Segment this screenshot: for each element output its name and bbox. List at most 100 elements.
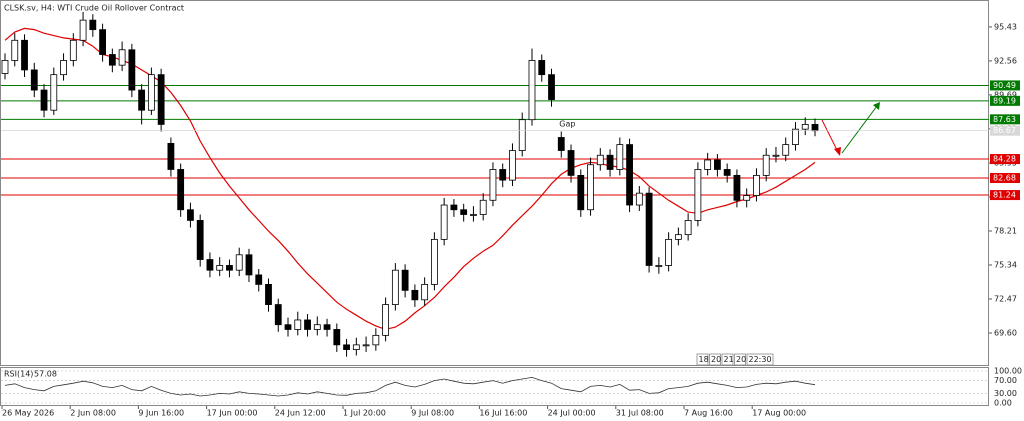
candle-body xyxy=(1,60,9,74)
candle-body xyxy=(645,192,653,266)
candle-body xyxy=(255,274,263,285)
y-tick-label: 75.34 xyxy=(994,260,1017,269)
candle-body xyxy=(450,204,458,211)
candle-body xyxy=(811,124,819,132)
candle-body xyxy=(333,329,341,346)
candle-body xyxy=(684,220,692,236)
candle-body xyxy=(313,324,321,330)
level-label: 82.68 xyxy=(993,173,1016,182)
level-box xyxy=(990,172,1020,183)
level-label: 89.19 xyxy=(993,96,1016,105)
candle-body xyxy=(323,324,331,330)
candle-body xyxy=(265,284,272,305)
time-marker: 21 xyxy=(724,355,734,364)
x-tick-label: 17 Aug 00:00 xyxy=(752,409,806,418)
time-marker: 18: xyxy=(699,355,712,364)
candle-body xyxy=(411,289,419,301)
x-tick-label: 31 Jul 08:00 xyxy=(616,409,664,418)
candle-body xyxy=(196,220,204,260)
candle-body xyxy=(108,54,116,66)
candle-body xyxy=(762,154,770,176)
candle-body xyxy=(60,60,67,76)
candle-body xyxy=(99,29,106,55)
candle-body xyxy=(362,344,370,347)
level-box xyxy=(990,95,1020,106)
candle-body xyxy=(596,154,604,166)
candle-body xyxy=(430,238,438,285)
candle-body xyxy=(235,254,243,271)
time-marker-box xyxy=(696,353,709,366)
y-tick-label: 78.21 xyxy=(994,226,1017,235)
x-tick-label: 24 Jul 00:00 xyxy=(548,409,596,418)
candle-body xyxy=(69,39,77,61)
candle-body xyxy=(421,284,429,301)
down-arrow xyxy=(821,119,839,153)
candle-body xyxy=(782,144,790,156)
candle-body xyxy=(30,69,38,91)
candle-body xyxy=(538,60,546,76)
candle-body xyxy=(216,265,224,271)
candle-body xyxy=(743,195,751,201)
candle-body xyxy=(294,319,302,330)
candle-body xyxy=(352,344,360,350)
candle-body xyxy=(567,150,575,176)
x-tick-label: 7 Aug 16:00 xyxy=(684,409,733,418)
candle-body xyxy=(548,74,555,100)
candle-body xyxy=(343,344,350,350)
candle-body xyxy=(391,269,399,305)
level-box xyxy=(990,114,1020,125)
candle-body xyxy=(40,89,48,111)
candle-body xyxy=(499,169,507,181)
time-marker-box xyxy=(721,353,734,366)
level-label: 84.28 xyxy=(993,155,1016,164)
candle-body xyxy=(616,144,624,170)
candle-body xyxy=(147,74,155,111)
candle-body xyxy=(753,174,760,196)
rsi-value: 57.08 xyxy=(34,370,57,379)
candle-body xyxy=(118,49,126,66)
level-box xyxy=(990,190,1020,201)
x-tick-label: 24 Jun 12:00 xyxy=(275,409,326,418)
level-box xyxy=(990,80,1020,91)
candle-body xyxy=(50,74,58,111)
candle-body xyxy=(606,154,614,170)
candle-body xyxy=(655,265,663,267)
y-tick-label: 92.56 xyxy=(994,56,1017,65)
candle-body xyxy=(304,319,311,330)
down-arrowhead xyxy=(834,147,841,156)
candle-body xyxy=(167,142,175,170)
candle-body xyxy=(284,324,292,330)
candle-body xyxy=(723,169,731,176)
candle-body xyxy=(714,159,721,170)
level-label: 90.49 xyxy=(993,81,1016,90)
y-tick-label: 72.47 xyxy=(994,294,1017,303)
candle-body xyxy=(518,119,526,151)
candle-body xyxy=(274,304,282,326)
x-tick-label: 2 Jun 08:00 xyxy=(70,409,116,418)
level-label: 87.63 xyxy=(993,115,1016,124)
candle-body xyxy=(206,259,214,271)
candle-body xyxy=(694,169,702,221)
rsi-tick-label: 100.00 xyxy=(994,367,1022,376)
time-marker: 20 xyxy=(711,355,721,364)
candle-body xyxy=(489,169,497,201)
x-tick-label: 26 May 2026 xyxy=(2,409,54,418)
candle-body xyxy=(509,150,516,181)
candle-body xyxy=(772,154,780,157)
annotation: Gap xyxy=(559,120,575,129)
x-tick-label: 9 Jul 08:00 xyxy=(411,409,454,418)
candle-body xyxy=(557,137,565,151)
candle-body xyxy=(470,214,477,216)
candle-body xyxy=(626,144,633,206)
candle-body xyxy=(11,39,19,61)
rsi-name: RSI(14) xyxy=(4,370,33,379)
x-tick-label: 9 Jun 16:00 xyxy=(138,409,184,418)
candle-body xyxy=(704,159,712,170)
last-price-box xyxy=(990,125,1020,136)
candle-body xyxy=(382,304,390,336)
rsi-panel xyxy=(0,367,989,406)
time-marker-box xyxy=(709,353,721,366)
time-marker-box xyxy=(746,353,774,366)
candle-body xyxy=(372,334,380,346)
